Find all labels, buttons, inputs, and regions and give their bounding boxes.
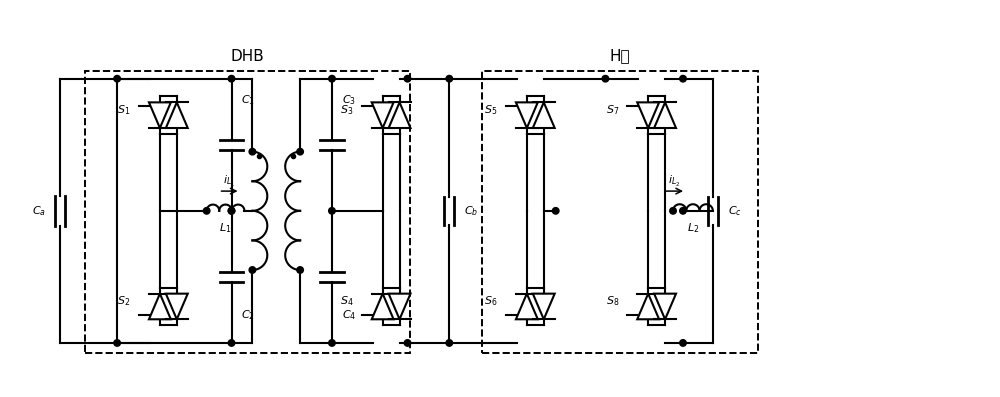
- Text: $S_4$: $S_4$: [340, 295, 354, 308]
- Polygon shape: [166, 294, 188, 319]
- Text: $i_{L_2}$: $i_{L_2}$: [668, 174, 680, 189]
- Circle shape: [680, 340, 686, 346]
- Text: DHB: DHB: [231, 48, 264, 64]
- Polygon shape: [516, 102, 538, 128]
- Circle shape: [228, 208, 235, 214]
- Circle shape: [446, 340, 453, 346]
- Text: $S_7$: $S_7$: [606, 103, 619, 117]
- Text: $S_5$: $S_5$: [484, 103, 498, 117]
- Polygon shape: [372, 294, 394, 319]
- Polygon shape: [149, 294, 171, 319]
- Text: $C_4$: $C_4$: [342, 308, 356, 322]
- Text: $i_{L_1}$: $i_{L_1}$: [223, 174, 236, 189]
- Polygon shape: [149, 102, 171, 128]
- Text: $S_3$: $S_3$: [340, 103, 354, 117]
- Text: H桥: H桥: [610, 48, 630, 64]
- Text: $L_2$: $L_2$: [687, 222, 699, 235]
- Polygon shape: [654, 294, 676, 319]
- Text: $L_1$: $L_1$: [219, 222, 232, 235]
- Polygon shape: [533, 294, 555, 319]
- Text: $S_2$: $S_2$: [117, 295, 131, 308]
- Text: $C_a$: $C_a$: [32, 204, 46, 218]
- Circle shape: [228, 340, 235, 346]
- Circle shape: [249, 148, 256, 155]
- Polygon shape: [637, 294, 659, 319]
- Polygon shape: [637, 102, 659, 128]
- Circle shape: [404, 340, 411, 346]
- Text: $C_3$: $C_3$: [342, 93, 356, 107]
- Circle shape: [228, 75, 235, 82]
- Circle shape: [446, 75, 453, 82]
- Polygon shape: [166, 102, 188, 128]
- Circle shape: [552, 208, 559, 214]
- Polygon shape: [654, 102, 676, 128]
- Polygon shape: [389, 294, 411, 319]
- Circle shape: [329, 340, 335, 346]
- Circle shape: [404, 75, 411, 82]
- Circle shape: [602, 75, 609, 82]
- Circle shape: [228, 208, 235, 214]
- Circle shape: [114, 75, 120, 82]
- Polygon shape: [389, 102, 411, 128]
- Circle shape: [329, 75, 335, 82]
- Text: $C_2$: $C_2$: [241, 308, 255, 322]
- Circle shape: [670, 208, 676, 214]
- Circle shape: [114, 340, 120, 346]
- Polygon shape: [372, 102, 394, 128]
- Text: $C_b$: $C_b$: [464, 204, 478, 218]
- Text: $S_1$: $S_1$: [117, 103, 131, 117]
- Circle shape: [329, 208, 335, 214]
- Circle shape: [680, 75, 686, 82]
- Polygon shape: [516, 294, 538, 319]
- Circle shape: [297, 267, 303, 273]
- Text: $S_6$: $S_6$: [484, 295, 498, 308]
- Text: $C_c$: $C_c$: [728, 204, 742, 218]
- Circle shape: [249, 267, 256, 273]
- Text: $S_8$: $S_8$: [606, 295, 619, 308]
- Polygon shape: [533, 102, 555, 128]
- Circle shape: [680, 208, 686, 214]
- Text: $C_1$: $C_1$: [241, 93, 255, 107]
- Circle shape: [203, 208, 210, 214]
- Circle shape: [297, 148, 303, 155]
